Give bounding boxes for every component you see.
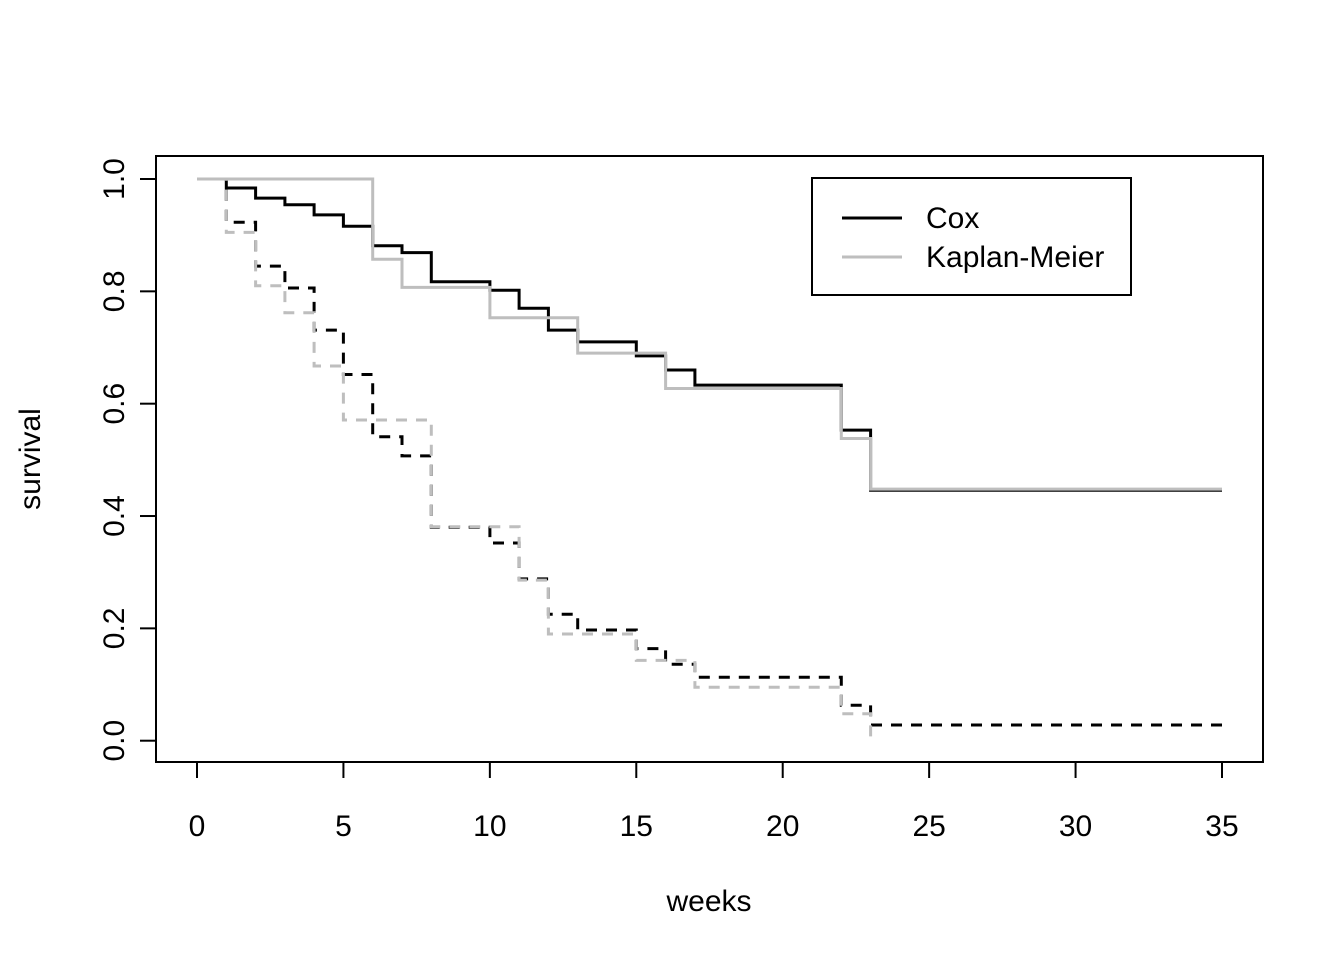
- curve-2-kaplan-meier-solid: [197, 177, 1222, 491]
- y-tick-label-0.4: 0.4: [98, 495, 131, 537]
- y-tick-label-0.2: 0.2: [98, 608, 131, 650]
- legend-box: [811, 177, 1132, 296]
- legend-label-1: Kaplan-Meier: [926, 241, 1104, 274]
- x-tick-label-20: 20: [766, 810, 799, 843]
- x-tick-label-0: 0: [189, 810, 206, 843]
- y-axis: 0.0 0.2 0.4 0.6 0.8 1.0: [98, 158, 156, 762]
- curves-group: [197, 177, 1222, 741]
- x-tick-label-35: 35: [1205, 810, 1238, 843]
- x-tick-label-30: 30: [1059, 810, 1092, 843]
- plot-box: [155, 155, 1264, 763]
- curve-3-kaplan-meier-dashed: [197, 177, 873, 741]
- y-tick-label-0.6: 0.6: [98, 383, 131, 425]
- x-tick-label-15: 15: [620, 810, 653, 843]
- y-axis-title: survival: [14, 408, 47, 510]
- y-tick-label-0.0: 0.0: [98, 720, 131, 762]
- x-tick-label-10: 10: [473, 810, 506, 843]
- legend-entries: Cox Kaplan-Meier: [842, 202, 1104, 274]
- x-axis: 0 5 10 15 20 25 30 35: [189, 762, 1239, 843]
- legend-label-0: Cox: [926, 202, 979, 235]
- x-tick-label-5: 5: [335, 810, 352, 843]
- x-tick-label-25: 25: [912, 810, 945, 843]
- y-tick-label-1.0: 1.0: [98, 158, 131, 200]
- y-tick-label-0.8: 0.8: [98, 270, 131, 312]
- legend: Cox Kaplan-Meier: [811, 177, 1132, 296]
- x-axis-title: weeks: [665, 885, 751, 918]
